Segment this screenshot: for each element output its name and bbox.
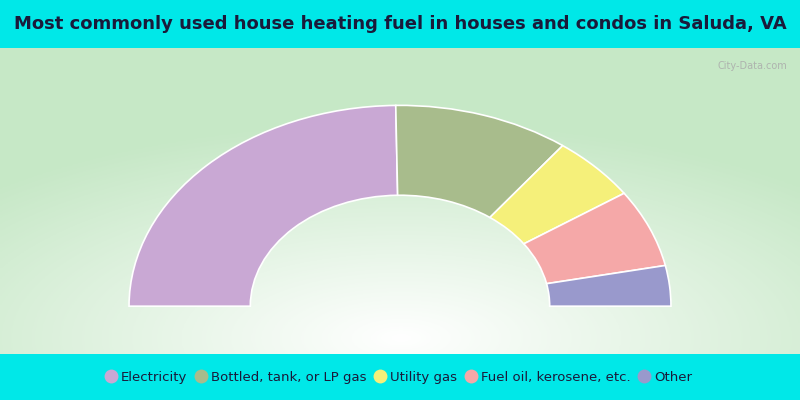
Wedge shape (490, 146, 624, 244)
Legend: Electricity, Bottled, tank, or LP gas, Utility gas, Fuel oil, kerosene, etc., Ot: Electricity, Bottled, tank, or LP gas, U… (102, 365, 698, 389)
Wedge shape (396, 105, 562, 218)
Wedge shape (129, 105, 398, 306)
Text: Most commonly used house heating fuel in houses and condos in Saluda, VA: Most commonly used house heating fuel in… (14, 15, 786, 33)
Wedge shape (546, 266, 671, 306)
Text: City-Data.com: City-Data.com (718, 61, 787, 71)
Wedge shape (524, 193, 666, 284)
